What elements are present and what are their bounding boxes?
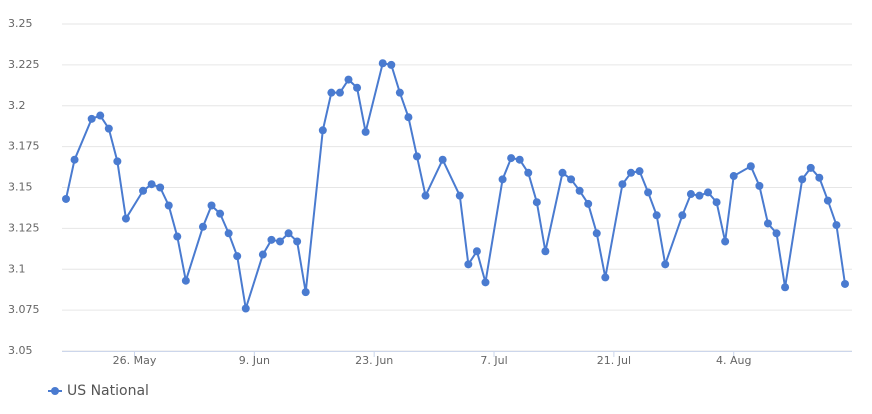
- data-point: [686, 190, 695, 199]
- data-point: [233, 252, 242, 261]
- data-point: [241, 304, 250, 313]
- data-point: [258, 250, 267, 259]
- data-point: [301, 288, 310, 297]
- y-tick-label: 3.1: [8, 262, 26, 275]
- data-point: [207, 201, 216, 210]
- data-point: [173, 232, 182, 241]
- data-point: [147, 180, 156, 189]
- data-point: [524, 168, 533, 177]
- legend-text: US National: [67, 383, 149, 399]
- data-point: [335, 88, 344, 97]
- data-point: [70, 155, 79, 164]
- data-point: [815, 173, 824, 182]
- data-point: [472, 247, 481, 256]
- data-point: [721, 237, 730, 246]
- data-point: [781, 283, 790, 292]
- data-point: [267, 235, 276, 244]
- data-point: [387, 60, 396, 69]
- legend-marker: [51, 387, 59, 395]
- data-point: [541, 247, 550, 256]
- data-point: [575, 186, 584, 195]
- data-point: [87, 114, 96, 123]
- data-point: [164, 201, 173, 210]
- y-tick-label: 3.05: [8, 344, 33, 357]
- data-point: [327, 88, 336, 97]
- data-point: [395, 88, 404, 97]
- data-point: [592, 229, 601, 238]
- data-point: [618, 180, 627, 189]
- y-tick-label: 3.075: [8, 303, 40, 316]
- data-point: [806, 163, 815, 172]
- data-point: [498, 175, 507, 184]
- data-point: [635, 167, 644, 176]
- data-point: [584, 199, 593, 208]
- data-point: [404, 113, 413, 122]
- x-tick-label: 4. Aug: [716, 354, 751, 367]
- x-tick-label: 7. Jul: [480, 354, 507, 367]
- data-point: [798, 175, 807, 184]
- data-point: [652, 211, 661, 220]
- data-point: [361, 127, 370, 136]
- data-point: [353, 83, 362, 92]
- data-point: [712, 198, 721, 207]
- data-point: [644, 188, 653, 197]
- data-point: [96, 111, 105, 120]
- data-point: [763, 219, 772, 228]
- data-point: [139, 186, 148, 195]
- data-point: [104, 124, 113, 133]
- data-point: [284, 229, 293, 238]
- data-point: [421, 191, 430, 200]
- data-point: [601, 273, 610, 282]
- data-point: [729, 172, 738, 181]
- data-point: [481, 278, 490, 287]
- y-tick-label: 3.125: [8, 221, 40, 234]
- data-point: [121, 214, 130, 223]
- data-point: [678, 211, 687, 220]
- data-point: [198, 222, 207, 231]
- data-point: [113, 157, 122, 166]
- x-tick-label: 21. Jul: [597, 354, 631, 367]
- data-point: [318, 126, 327, 135]
- data-point: [746, 162, 755, 171]
- data-point: [755, 181, 764, 190]
- data-point: [772, 229, 781, 238]
- y-tick-label: 3.25: [8, 17, 33, 30]
- data-point: [378, 59, 387, 68]
- data-point: [464, 260, 473, 269]
- data-point: [156, 183, 165, 192]
- data-point: [224, 229, 233, 238]
- data-point: [515, 155, 524, 164]
- y-tick-label: 3.175: [8, 140, 40, 153]
- data-point: [832, 221, 841, 230]
- data-point: [704, 188, 713, 197]
- y-tick-label: 3.225: [8, 58, 40, 71]
- data-point: [293, 237, 302, 246]
- data-point: [412, 152, 421, 161]
- data-point: [567, 175, 576, 184]
- data-point: [62, 194, 70, 203]
- data-point: [823, 196, 832, 205]
- data-point: [181, 276, 190, 285]
- data-point: [438, 155, 447, 164]
- y-tick-label: 3.2: [8, 99, 26, 112]
- x-tick-label: 9. Jun: [239, 354, 270, 367]
- data-point: [626, 168, 635, 177]
- x-tick-label: 23. Jun: [355, 354, 393, 367]
- data-point: [216, 209, 225, 218]
- data-point: [344, 75, 353, 84]
- data-point: [507, 154, 516, 163]
- x-tick-label: 26. May: [113, 354, 157, 367]
- data-point: [532, 198, 541, 207]
- data-point: [695, 191, 704, 200]
- series-line: [65, 62, 846, 309]
- y-tick-label: 3.15: [8, 181, 33, 194]
- data-point: [276, 237, 285, 246]
- data-point: [661, 260, 670, 269]
- data-point: [558, 168, 567, 177]
- data-point: [841, 279, 849, 288]
- data-point: [455, 191, 464, 200]
